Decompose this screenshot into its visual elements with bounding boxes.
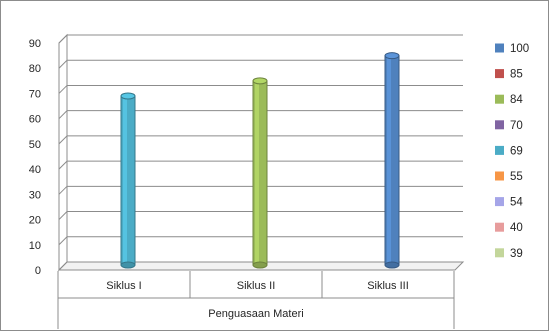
bar	[120, 92, 136, 269]
y-tick-label: 10	[29, 240, 41, 252]
legend-label: 69	[510, 145, 523, 157]
y-tick-label: 50	[29, 139, 41, 151]
y-tick-label: 70	[29, 88, 41, 100]
legend-label: 54	[510, 197, 523, 209]
legend-swatch	[495, 222, 504, 232]
y-tick-label: 80	[29, 63, 41, 75]
bars	[120, 52, 400, 269]
gridline	[58, 110, 463, 120]
gridline	[58, 84, 463, 94]
bar-cap	[384, 52, 400, 60]
y-tick-label: 60	[29, 114, 41, 126]
side-wall	[58, 33, 68, 272]
x-axis-title: Penguasaan Materi	[208, 308, 303, 320]
category-label: Siklus I	[106, 280, 141, 292]
gridline	[58, 211, 463, 220]
gridline	[58, 236, 463, 246]
legend-label: 39	[510, 248, 523, 260]
bar	[252, 77, 268, 269]
bar-highlight	[387, 55, 391, 266]
y-tick-label: 40	[29, 164, 41, 176]
y-tick-label: 20	[29, 215, 41, 227]
bar-base	[120, 261, 136, 269]
legend: 100 85 84 70 69 55 54 40 39	[495, 43, 529, 260]
legend-label: 40	[510, 222, 523, 234]
y-tick-label: 0	[35, 265, 41, 277]
gridline	[58, 59, 463, 69]
category-table: Siklus I Siklus II Siklus III Penguasaan Ma…	[57, 271, 455, 329]
gridline	[58, 185, 463, 195]
legend-swatch	[495, 171, 504, 181]
legend-swatch	[495, 197, 504, 207]
legend-swatch	[495, 248, 504, 258]
gridline	[58, 160, 463, 170]
category-label: Siklus II	[237, 280, 276, 292]
legend-label: 85	[510, 69, 523, 81]
gridline	[58, 135, 463, 145]
legend-label: 55	[510, 171, 523, 183]
legend-swatch	[495, 145, 504, 155]
bar-base	[252, 261, 268, 269]
gridline	[58, 261, 463, 271]
bar-highlight	[123, 96, 127, 265]
legend-swatch	[495, 43, 504, 53]
y-tick-label: 30	[29, 189, 41, 201]
y-tick-label: 90	[29, 38, 41, 50]
bar-cap	[120, 92, 136, 100]
y-axis-ticks: 0 10 20 30 40 50 60 70 80 90	[29, 38, 41, 277]
legend-swatch	[495, 69, 504, 79]
legend-label: 84	[510, 94, 523, 106]
bar-highlight	[255, 80, 259, 265]
bar-cap	[252, 77, 268, 85]
legend-label: 70	[510, 120, 523, 132]
legend-swatch	[495, 94, 504, 104]
category-label: Siklus III	[367, 280, 409, 292]
bar-base	[384, 261, 400, 269]
bar	[384, 52, 400, 269]
legend-swatch	[495, 120, 504, 130]
gridlines	[58, 34, 463, 271]
gridline	[58, 34, 463, 44]
legend-label: 100	[510, 43, 529, 55]
